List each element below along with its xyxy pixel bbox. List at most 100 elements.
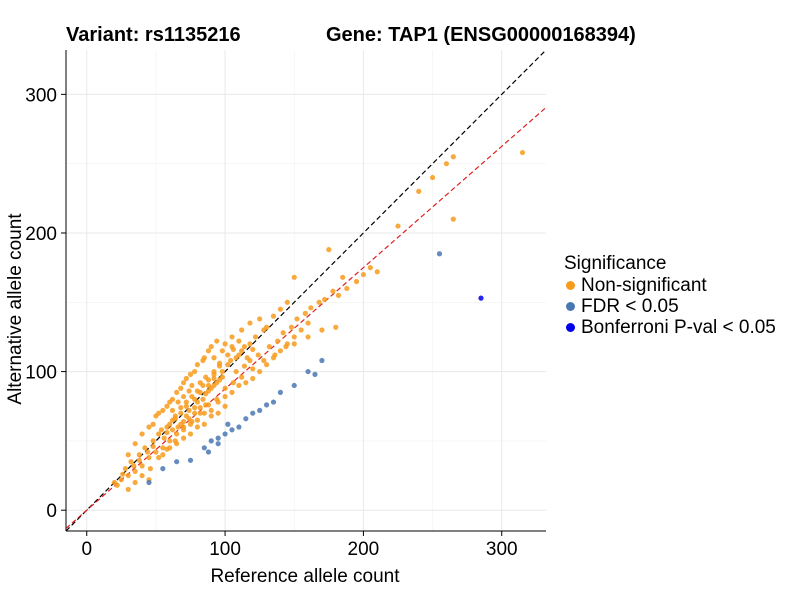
point-non-significant (192, 405, 198, 411)
point-fdr-0-05 (263, 402, 270, 408)
point-non-significant (136, 457, 142, 463)
point-non-significant (236, 338, 242, 344)
point-non-significant (167, 438, 173, 444)
point-non-significant (156, 454, 162, 461)
point-non-significant (139, 463, 145, 469)
point-non-significant (160, 407, 166, 414)
point-non-significant (395, 223, 401, 229)
point-non-significant (233, 368, 239, 375)
point-non-significant (326, 247, 332, 253)
point-non-significant (183, 403, 189, 409)
point-non-significant (263, 324, 270, 330)
point-fdr-0-05 (277, 389, 284, 395)
point-non-significant (175, 399, 181, 405)
point-non-significant (266, 344, 272, 350)
point-fdr-0-05 (215, 435, 221, 441)
point-non-significant (222, 385, 228, 391)
point-non-significant (360, 271, 367, 278)
point-non-significant (229, 389, 235, 395)
point-non-significant (283, 344, 289, 350)
point-non-significant (211, 368, 217, 375)
point-non-significant (302, 310, 308, 316)
point-non-significant (156, 431, 162, 437)
point-fdr-0-05 (174, 459, 180, 465)
point-non-significant (194, 424, 201, 430)
point-non-significant (277, 306, 284, 312)
point-non-significant (211, 375, 217, 382)
point-non-significant (236, 382, 242, 389)
point-non-significant (353, 278, 360, 285)
point-non-significant (277, 348, 284, 354)
y-tick-label: 100 (25, 363, 57, 384)
point-non-significant (222, 403, 228, 409)
point-non-significant (205, 377, 212, 383)
point-non-significant (189, 382, 195, 389)
point-non-significant (186, 416, 192, 422)
y-tick-label: 300 (25, 85, 57, 106)
point-non-significant (316, 299, 322, 305)
point-non-significant (219, 374, 225, 380)
point-non-significant (161, 435, 167, 441)
point-fdr-0-05 (222, 431, 228, 437)
point-non-significant (244, 355, 250, 361)
point-fdr-0-05 (160, 466, 166, 472)
point-non-significant (214, 396, 220, 402)
point-fdr-0-05 (291, 382, 297, 389)
point-non-significant (139, 431, 145, 437)
point-non-significant (230, 380, 236, 386)
point-non-significant (169, 396, 176, 402)
point-non-significant (247, 341, 253, 347)
point-non-significant (132, 441, 138, 447)
legend-item-bonferroni: Bonferroni P-val < 0.05 (564, 317, 776, 338)
point-non-significant (146, 424, 152, 430)
point-non-significant (150, 421, 156, 427)
point-non-significant (180, 435, 187, 441)
legend-dot-icon (566, 323, 575, 332)
point-non-significant (201, 421, 207, 427)
point-non-significant (225, 362, 231, 368)
point-non-significant (164, 446, 170, 452)
point-non-significant (186, 407, 192, 414)
x-axis-title: Reference allele count (210, 566, 400, 587)
point-non-significant (153, 449, 159, 455)
point-non-significant (374, 269, 380, 275)
point-non-significant (333, 324, 339, 330)
point-non-significant (150, 438, 156, 444)
point-non-significant (229, 334, 235, 340)
point-non-significant (164, 429, 170, 436)
point-non-significant (125, 486, 131, 493)
point-non-significant (255, 352, 261, 358)
point-non-significant (174, 389, 180, 395)
point-non-significant (225, 352, 231, 358)
point-non-significant (203, 402, 209, 408)
point-fdr-0-05 (208, 438, 214, 444)
point-non-significant (284, 299, 290, 305)
point-non-significant (175, 424, 181, 430)
point-bonferroni-p-val-0-05 (478, 295, 484, 301)
point-fdr-0-05 (236, 424, 242, 430)
point-non-significant (145, 449, 151, 455)
point-non-significant (180, 380, 187, 386)
point-non-significant (164, 403, 170, 409)
point-non-significant (200, 357, 206, 364)
y-tick-label: 0 (46, 501, 57, 522)
point-fdr-0-05 (250, 410, 256, 416)
point-non-significant (120, 471, 126, 477)
chart-title-gene: Gene: TAP1 (ENSG00000168394) (326, 24, 636, 46)
point-non-significant (150, 443, 156, 450)
point-fdr-0-05 (312, 371, 318, 377)
legend-item-fdr: FDR < 0.05 (564, 296, 776, 317)
point-non-significant (178, 385, 184, 391)
point-non-significant (180, 393, 187, 400)
point-non-significant (450, 154, 456, 160)
point-non-significant (194, 417, 201, 423)
point-non-significant (128, 459, 134, 465)
point-non-significant (291, 334, 297, 340)
point-non-significant (257, 368, 263, 375)
x-tick-label: 300 (486, 539, 518, 560)
point-fdr-0-05 (270, 399, 277, 405)
point-non-significant (250, 366, 256, 372)
point-non-significant (142, 445, 148, 451)
point-fdr-0-05 (215, 441, 221, 447)
